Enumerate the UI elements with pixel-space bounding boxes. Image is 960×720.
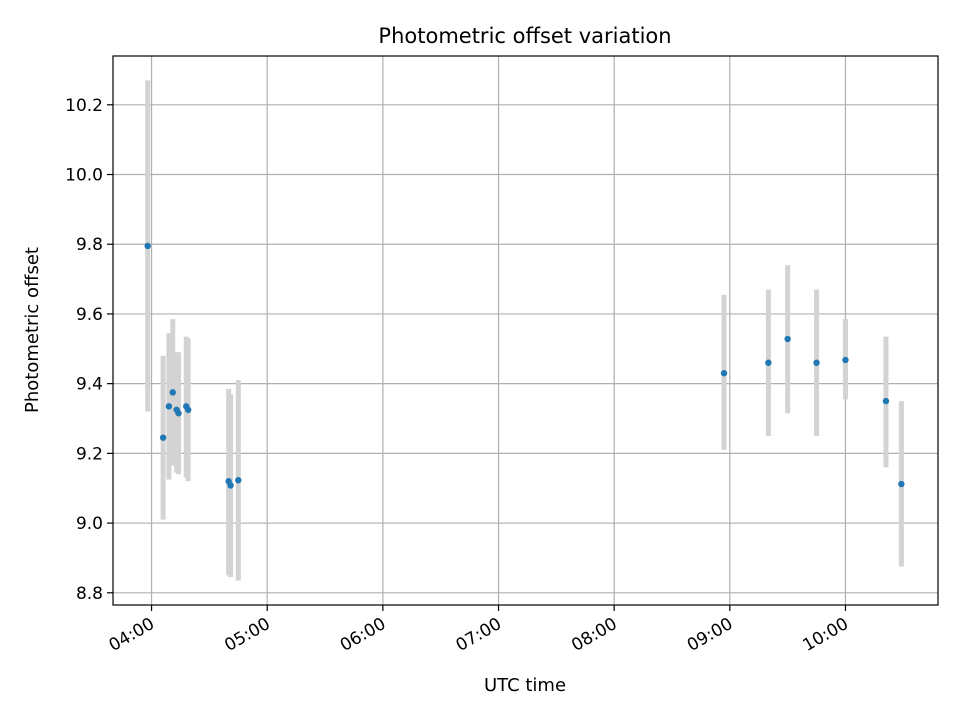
x-axis-label: UTC time <box>484 675 566 696</box>
y-tick-label: 9.0 <box>76 514 103 534</box>
data-point <box>813 359 820 366</box>
data-point <box>169 389 176 396</box>
point-layer <box>144 242 905 489</box>
data-point <box>159 434 167 441</box>
data-point <box>175 410 182 417</box>
y-tick-label: 9.2 <box>76 444 103 464</box>
y-tick-label: 9.6 <box>76 305 103 325</box>
data-point <box>720 370 728 377</box>
y-tick-label: 10.2 <box>65 96 103 116</box>
plot-frame <box>112 55 939 606</box>
data-point <box>165 403 173 410</box>
data-point <box>235 477 242 484</box>
data-point <box>784 335 791 343</box>
y-tick-label: 10.0 <box>65 166 103 186</box>
data-point <box>765 359 772 366</box>
chart-title: Photometric offset variation <box>378 24 671 48</box>
data-point <box>144 242 151 250</box>
y-tick-label: 8.8 <box>76 584 103 604</box>
plot-area-background <box>113 56 938 605</box>
data-point <box>227 482 234 489</box>
y-tick-label: 9.8 <box>76 235 103 255</box>
data-point <box>842 356 849 364</box>
data-point <box>882 397 890 405</box>
data-point <box>184 406 192 413</box>
y-axis-label: Photometric offset <box>22 247 43 413</box>
y-tick-label: 9.4 <box>76 375 103 395</box>
data-point <box>898 480 905 488</box>
